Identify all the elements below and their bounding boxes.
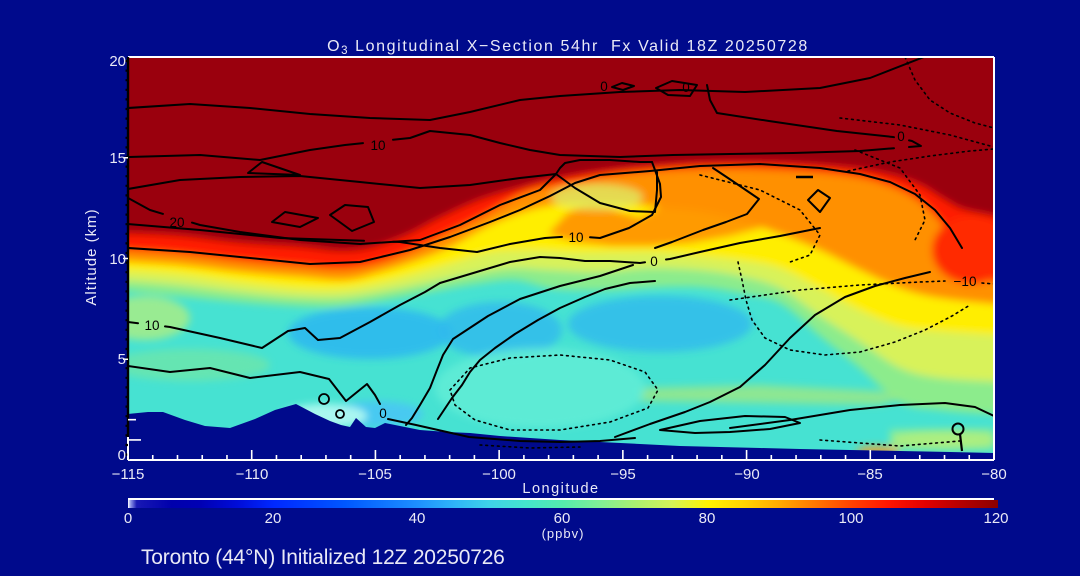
svg-text:10: 10 <box>370 138 385 153</box>
svg-text:10: 10 <box>109 251 126 268</box>
svg-text:10: 10 <box>568 230 583 245</box>
svg-text:15: 15 <box>109 150 126 167</box>
svg-text:0: 0 <box>682 80 690 95</box>
svg-text:0: 0 <box>379 406 387 421</box>
svg-text:Altitude (km): Altitude (km) <box>83 208 100 305</box>
svg-text:20: 20 <box>265 510 282 527</box>
svg-text:60: 60 <box>554 510 571 527</box>
svg-text:20: 20 <box>109 53 126 70</box>
svg-text:0: 0 <box>650 254 658 269</box>
svg-text:(ppbv): (ppbv) <box>542 526 585 541</box>
svg-text:−95: −95 <box>610 466 635 483</box>
svg-text:Longitude: Longitude <box>522 481 599 497</box>
svg-text:0: 0 <box>124 510 132 527</box>
svg-text:−100: −100 <box>482 466 516 483</box>
svg-text:O3 Longitudinal X−Section 54hr: O3 Longitudinal X−Section 54hr Fx Valid … <box>327 38 809 57</box>
svg-text:0: 0 <box>600 79 608 94</box>
svg-text:Toronto (44°N) Initialized 12Z: Toronto (44°N) Initialized 12Z 20250726 <box>141 546 505 569</box>
svg-text:−105: −105 <box>358 466 392 483</box>
svg-text:−85: −85 <box>857 466 882 483</box>
svg-text:−80: −80 <box>981 466 1006 483</box>
svg-text:20: 20 <box>169 215 184 230</box>
svg-text:100: 100 <box>838 510 863 527</box>
svg-text:120: 120 <box>983 510 1008 527</box>
svg-text:40: 40 <box>409 510 426 527</box>
svg-text:0: 0 <box>897 129 905 144</box>
svg-text:10: 10 <box>144 318 159 333</box>
svg-text:−110: −110 <box>236 466 269 483</box>
svg-text:−10: −10 <box>954 274 977 289</box>
svg-text:5: 5 <box>118 351 126 368</box>
svg-text:−90: −90 <box>734 466 759 483</box>
svg-text:0: 0 <box>118 447 126 464</box>
svg-text:80: 80 <box>699 510 716 527</box>
svg-text:−115: −115 <box>112 466 145 483</box>
